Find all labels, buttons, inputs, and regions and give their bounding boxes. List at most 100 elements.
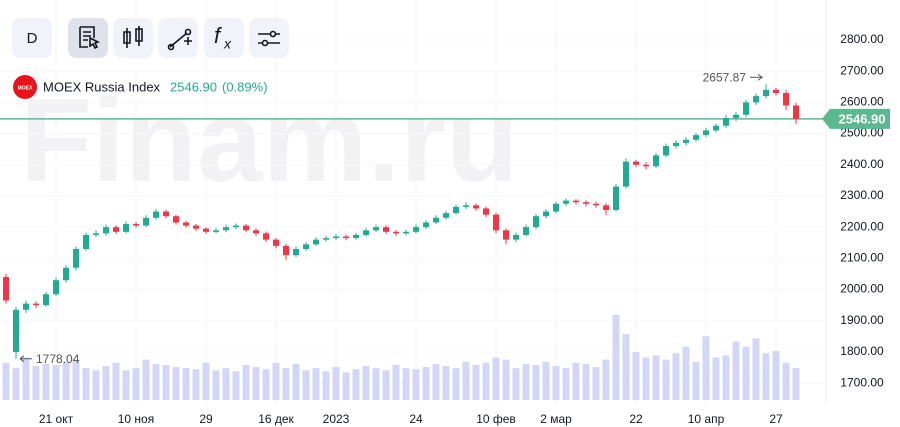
candle-body (433, 217, 439, 223)
candle-body (383, 227, 389, 232)
volume-bar (422, 367, 430, 400)
legend-button[interactable] (68, 18, 108, 58)
volume-bar (302, 370, 310, 400)
volume-bar (682, 346, 690, 400)
candle-body (793, 105, 799, 119)
y-tick-label: 2800.00 (840, 32, 884, 46)
volume-bar (32, 366, 40, 400)
volume-bar (722, 355, 730, 400)
volume-bar (202, 362, 210, 400)
volume-bar (52, 364, 60, 400)
volume-bar (632, 352, 640, 400)
volume-bar (132, 368, 140, 400)
volume-bar (552, 366, 560, 400)
volume-bar (592, 367, 600, 400)
x-tick-label: 10 фев (476, 412, 516, 426)
candle-body (113, 227, 119, 232)
candle-body (203, 228, 209, 232)
candle-body (753, 96, 759, 103)
volume-bar (162, 364, 170, 400)
volume-bar (782, 362, 790, 400)
candle-body (303, 244, 309, 249)
candle-body (513, 234, 519, 240)
volume-bar (392, 364, 400, 400)
volume-bar (752, 338, 760, 400)
volume-bar (312, 368, 320, 400)
candle-body (183, 222, 189, 226)
candle-body (403, 231, 409, 234)
volume-bar (672, 353, 680, 400)
candle-body (83, 234, 89, 249)
chart-type-icon (123, 26, 143, 48)
y-tick-label: 2200.00 (840, 219, 884, 233)
candle-body (333, 236, 339, 239)
candle-body (263, 233, 269, 240)
settings-button[interactable] (249, 18, 289, 58)
volume-bar (732, 341, 740, 400)
settings-knob (261, 39, 269, 47)
candle-body (603, 205, 609, 210)
candle-body (533, 216, 539, 228)
candle-body (553, 203, 559, 212)
volume-bar (482, 362, 490, 400)
volume-bar (222, 368, 230, 400)
candle-body (243, 225, 249, 231)
candle-body (93, 233, 99, 235)
drawing-button[interactable] (158, 18, 198, 58)
indicators-icon: f (214, 23, 223, 48)
x-tick-label: 10 ноя (118, 412, 154, 426)
y-tick-label: 1900.00 (840, 313, 884, 327)
volume-bar (362, 366, 370, 400)
candle-body (623, 161, 629, 187)
candle-body (563, 200, 569, 204)
chart-type-button[interactable] (113, 18, 153, 58)
x-tick-label: 27 (769, 412, 783, 426)
volume-bar (472, 364, 480, 400)
legend-icon (79, 26, 101, 50)
price-badge-label: 2546.90 (839, 111, 886, 126)
x-tick-label: 21 окт (39, 412, 74, 426)
y-tick-label: 1700.00 (840, 375, 884, 389)
volume-bar (462, 361, 470, 400)
volume-bar (232, 371, 240, 400)
candle-body (3, 277, 9, 301)
x-tick-label: 16 дек (258, 412, 294, 426)
candle-body (693, 135, 699, 140)
volume-bar (412, 369, 420, 400)
volume-bar (192, 369, 200, 400)
volume-bar (142, 359, 150, 400)
candle-body (153, 211, 159, 218)
candle-body (443, 213, 449, 218)
candle-body (23, 303, 29, 310)
volume-bar (612, 315, 620, 400)
volume-bar (12, 368, 20, 400)
volume-bar (712, 357, 720, 400)
x-tick-label: 24 (409, 412, 423, 426)
volume-bar (372, 368, 380, 400)
candle-body (573, 200, 579, 203)
volume-bar (332, 367, 340, 400)
volume-bar (122, 370, 130, 400)
candle-body (483, 208, 489, 215)
candle-body (373, 227, 379, 231)
volume-bar (22, 357, 30, 400)
volume-bar (242, 364, 250, 400)
candle-body (293, 248, 299, 256)
volume-bar (112, 362, 120, 400)
volume-bar (572, 362, 580, 400)
candle-body (423, 222, 429, 228)
volume-bar (452, 368, 460, 400)
candle-body (193, 225, 199, 229)
candle-body (723, 117, 729, 126)
volume-bar (42, 363, 50, 400)
x-tick-label: 2 мар (540, 412, 572, 426)
interval-button[interactable] (12, 18, 52, 58)
indicators-button[interactable] (204, 18, 244, 58)
candle-body (613, 186, 619, 210)
volume-bar (642, 357, 650, 400)
candle-body (53, 280, 59, 295)
candle-body (273, 239, 279, 246)
candle-body (493, 214, 499, 231)
